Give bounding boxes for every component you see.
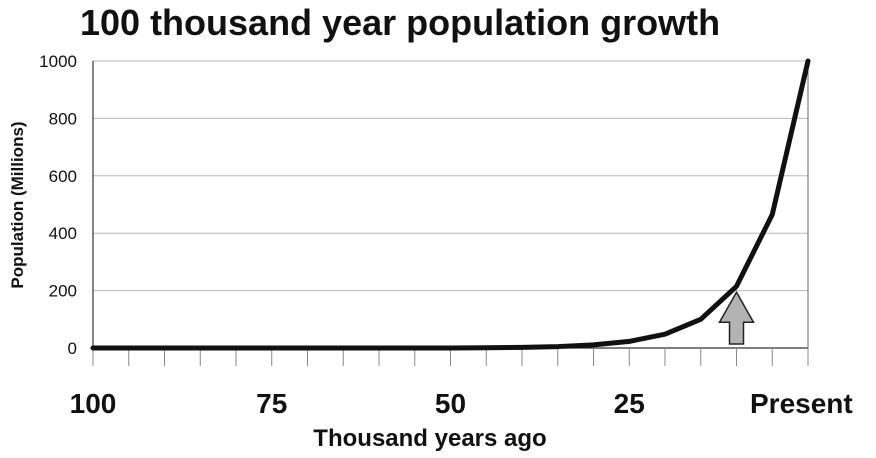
population-line xyxy=(90,58,811,351)
x-tick-label: 75 xyxy=(256,388,287,419)
x-axis-label: Thousand years ago xyxy=(313,425,547,452)
x-tick-label: Present xyxy=(750,388,853,419)
y-tick-label: 1000 xyxy=(39,52,77,71)
arrow-up-icon xyxy=(718,290,755,345)
y-tick-label: 600 xyxy=(49,167,77,186)
x-tick-label: 100 xyxy=(70,388,117,419)
x-tick-label: 50 xyxy=(435,388,466,419)
y-tick-label: 0 xyxy=(68,339,77,358)
y-tick-label: 200 xyxy=(49,282,77,301)
y-tick-label: 400 xyxy=(49,224,77,243)
chart-title: 100 thousand year population growth xyxy=(80,2,721,43)
x-tick-label: 25 xyxy=(614,388,645,419)
y-tick-label: 800 xyxy=(49,109,77,128)
